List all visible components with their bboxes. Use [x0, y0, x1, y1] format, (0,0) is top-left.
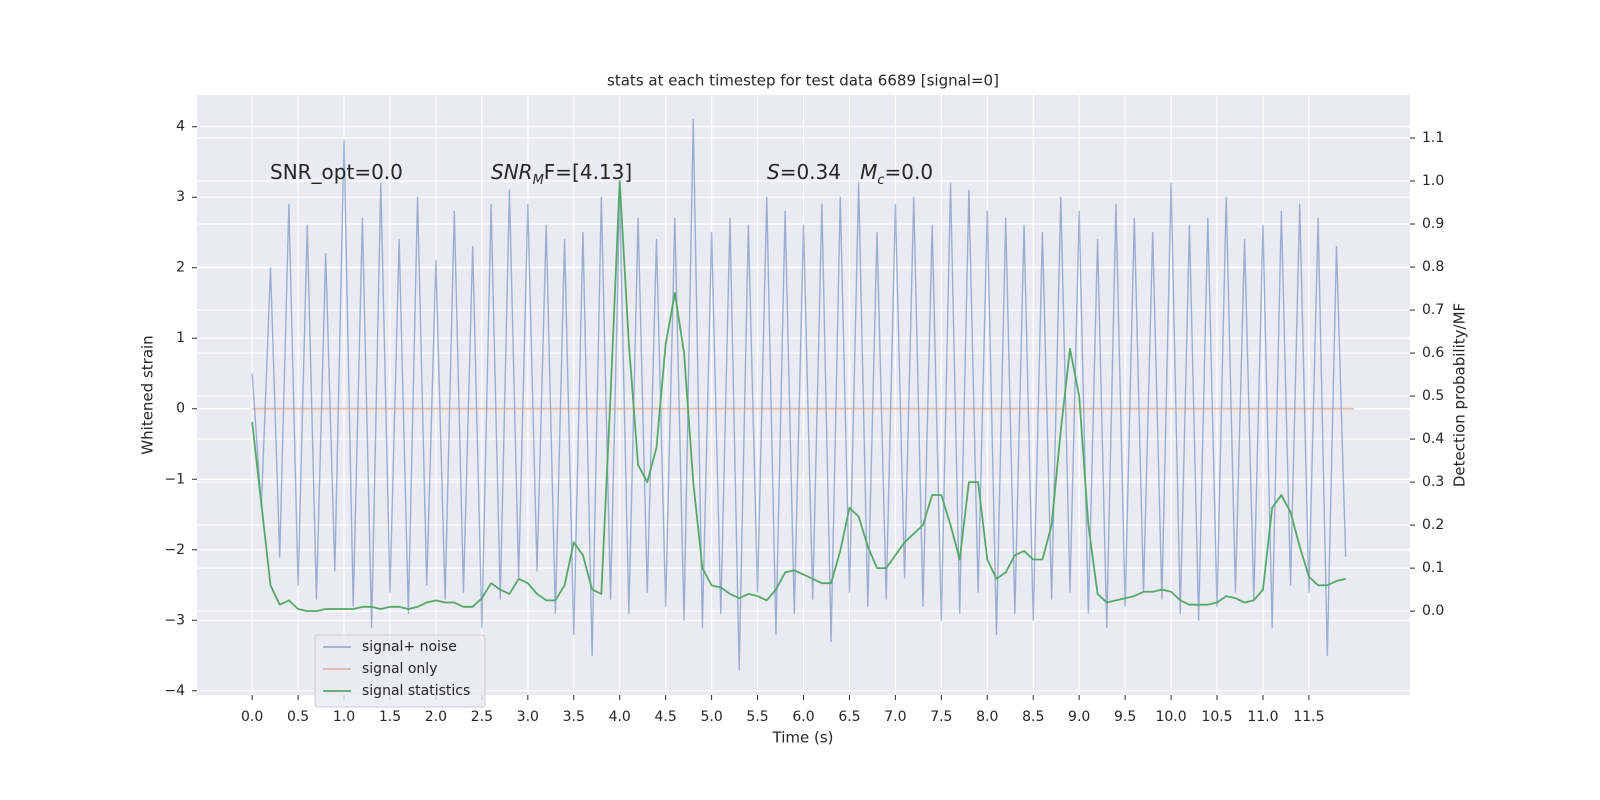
x-tick-label: 10.0 — [1155, 709, 1186, 725]
x-tick-label: 4.5 — [655, 709, 677, 725]
x-tick-label: 9.5 — [1114, 709, 1136, 725]
y-tick-label: −1 — [164, 471, 185, 487]
x-tick-label: 2.0 — [425, 709, 447, 725]
plot-area — [251, 118, 1354, 671]
annotation-run: =0.0 — [885, 160, 934, 184]
x-tick-label: 11.5 — [1293, 709, 1324, 725]
x-tick-label: 8.0 — [976, 709, 998, 725]
x-tick-label: 0.5 — [287, 709, 309, 725]
y2-tick-label: 0.9 — [1422, 216, 1444, 232]
y-tick-label: 0 — [176, 401, 185, 417]
legend-label: signal only — [362, 661, 437, 677]
y2-tick-label: 0.4 — [1422, 431, 1444, 447]
chart-title: stats at each timestep for test data 668… — [607, 72, 999, 90]
x-tick-label: 9.0 — [1068, 709, 1090, 725]
y2-tick-label: 0.0 — [1422, 603, 1444, 619]
annotation-run: F=[4.13] — [544, 160, 632, 184]
y-axis-label: Whitened strain — [139, 335, 157, 454]
legend-box — [314, 634, 486, 708]
x-tick-label: 11.0 — [1247, 709, 1278, 725]
annotation-run: S — [767, 160, 780, 184]
x-tick-label: 1.5 — [379, 709, 401, 725]
annotation: S=0.34 Mc=0.0 — [767, 160, 933, 189]
x-tick-label: 7.5 — [930, 709, 952, 725]
y-tick-label: −2 — [164, 542, 185, 558]
x-tick-label: 8.5 — [1022, 709, 1044, 725]
annotation: SNR_opt=0.0 — [270, 160, 403, 184]
x-tick-label: 3.0 — [517, 709, 539, 725]
x-tick-label: 6.5 — [838, 709, 860, 725]
annotation-run: M — [860, 160, 877, 184]
y-tick-label: 3 — [176, 189, 185, 205]
y2-tick-label: 0.1 — [1422, 560, 1444, 576]
y2-axis-label: Detection probability/MF — [1451, 303, 1469, 487]
annotation-run: M — [533, 173, 544, 188]
y-tick-label: 1 — [176, 330, 185, 346]
x-tick-label: 1.0 — [333, 709, 355, 725]
x-tick-label: 7.0 — [884, 709, 906, 725]
y-tick-label: 2 — [176, 260, 185, 276]
y2-tick-label: 0.3 — [1422, 474, 1444, 490]
x-tick-label: 6.0 — [792, 709, 814, 725]
annotation: SNRMF=[4.13] — [491, 160, 632, 189]
x-tick-label: 5.0 — [700, 709, 722, 725]
x-tick-label: 2.5 — [471, 709, 493, 725]
y2-tick-label: 0.8 — [1422, 259, 1444, 275]
y2-tick-label: 0.7 — [1422, 302, 1444, 318]
grid — [197, 95, 1410, 695]
y-tick-label: 4 — [176, 119, 185, 135]
annotation-run: SNR — [491, 160, 533, 184]
annotation-run: SNR_opt=0.0 — [270, 160, 403, 184]
y2-tick-label: 0.6 — [1422, 345, 1444, 361]
legend-label: signal+ noise — [362, 639, 457, 655]
y-tick-label: −4 — [164, 683, 185, 699]
x-tick-label: 0.0 — [241, 709, 263, 725]
x-tick-label: 5.5 — [746, 709, 768, 725]
x-tick-label: 4.0 — [609, 709, 631, 725]
legend: signal+ noise signal only signal statistic… — [314, 634, 486, 708]
y2-tick-label: 0.5 — [1422, 388, 1444, 404]
x-tick-label: 10.5 — [1201, 709, 1232, 725]
annotation-run: =0.34 — [780, 160, 860, 184]
legend-label: signal statistics — [362, 683, 470, 699]
series-line — [251, 180, 1346, 613]
x-tick-label: 3.5 — [563, 709, 585, 725]
series-line — [251, 118, 1347, 671]
y-tick-label: −3 — [164, 612, 185, 628]
x-axis-label: Time (s) — [772, 729, 834, 747]
y2-tick-label: 1.0 — [1422, 173, 1444, 189]
y2-tick-label: 1.1 — [1422, 130, 1444, 146]
y2-tick-label: 0.2 — [1422, 517, 1444, 533]
annotation-run: c — [877, 173, 884, 188]
